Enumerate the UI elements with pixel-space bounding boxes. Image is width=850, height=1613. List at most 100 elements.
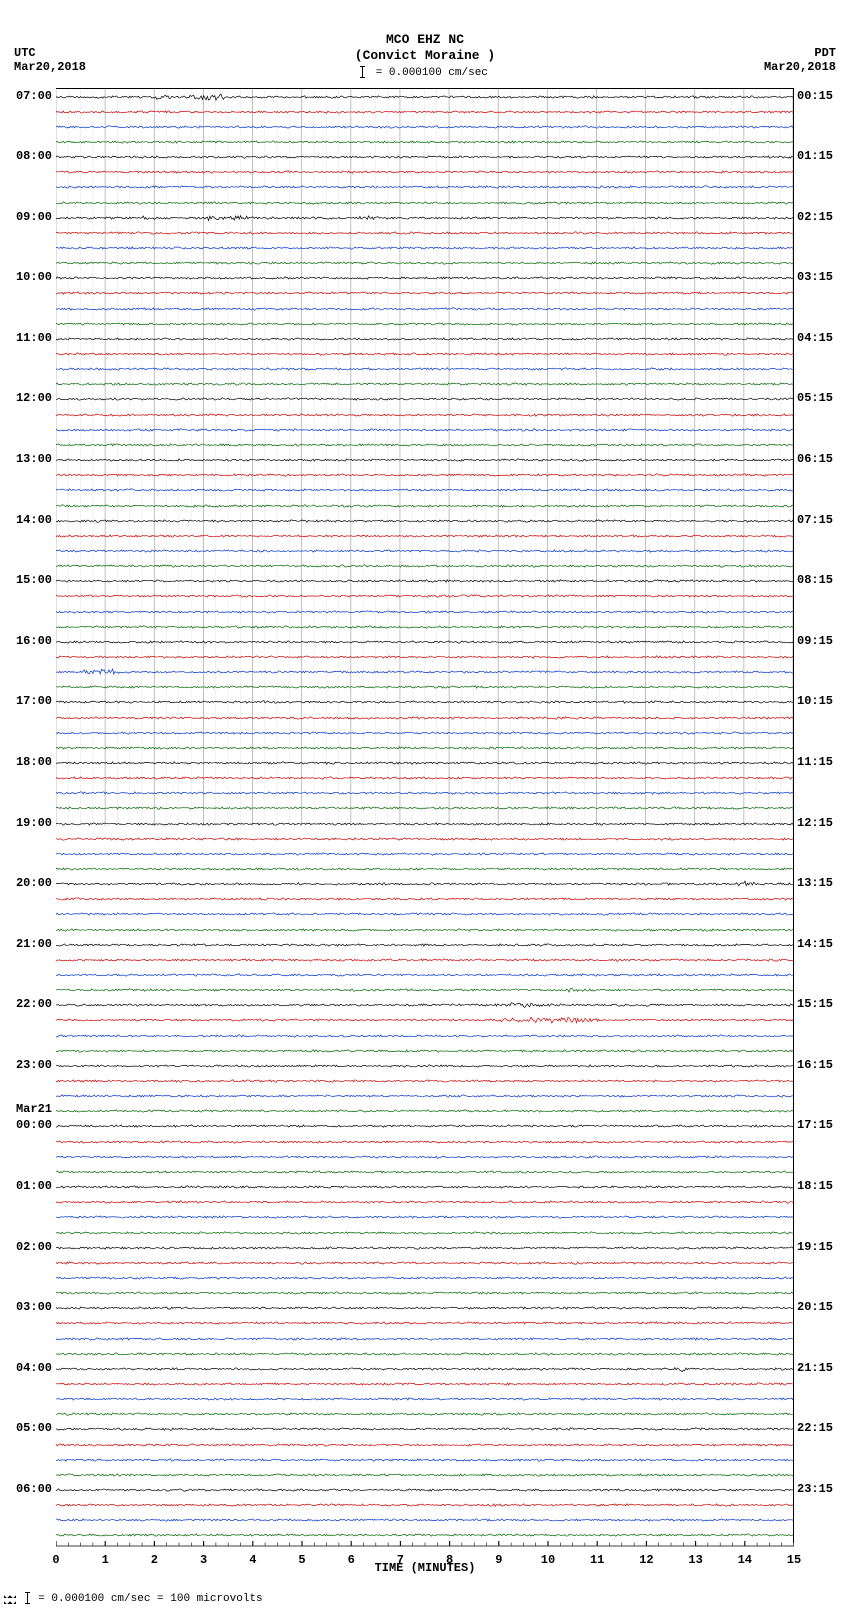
x-tick: 15 [787,1553,801,1567]
pdt-hour-label: 12:15 [793,816,833,830]
waveform [56,301,793,317]
utc-hour-label: 09:00 [16,210,56,224]
waveform [56,710,793,726]
waveform [56,195,793,211]
pdt-hour-label: 19:15 [793,1240,833,1254]
pdt-hour-label: 07:15 [793,513,833,527]
pdt-hour-label: 14:15 [793,937,833,951]
waveform [56,1406,793,1422]
utc-hour-label: 02:00 [16,1240,56,1254]
x-tick: 1 [102,1553,109,1567]
waveform [56,1058,793,1074]
waveform [56,376,793,392]
waveform [56,1209,793,1225]
pdt-hour-label: 10:15 [793,694,833,708]
seismogram-plot: 07:0000:1508:0001:1509:0002:1510:0003:15… [56,88,794,1543]
waveform [56,179,793,195]
x-tick: 13 [688,1553,702,1567]
x-tick: 10 [541,1553,555,1567]
x-tick: 12 [639,1553,653,1567]
waveform [56,634,793,650]
waveform [56,1179,793,1195]
waveform [56,1240,793,1256]
station-line: MCO EHZ NC [0,32,850,48]
waveform [56,1331,793,1347]
pdt-hour-label: 13:15 [793,876,833,890]
waveform [56,982,793,998]
waveform [56,1361,793,1377]
waveform [56,391,793,407]
utc-hour-label: 08:00 [16,149,56,163]
waveform [56,422,793,438]
waveform [56,513,793,529]
waveform [56,1255,793,1271]
checker-icon [4,1592,16,1604]
waveform [56,104,793,120]
waveform [56,1285,793,1301]
pdt-hour-label: 18:15 [793,1179,833,1193]
waveform [56,1315,793,1331]
x-axis: TIME (MINUTES) 0123456789101112131415 [56,1547,794,1575]
waveform [56,937,793,953]
waveform [56,604,793,620]
timezone-right: PDT [814,46,836,60]
day-break-label: Mar21 [16,1102,56,1116]
waveform [56,1346,793,1362]
timezone-left: UTC [14,46,36,60]
waveform [56,816,793,832]
utc-hour-label: 19:00 [16,816,56,830]
waveform [56,906,793,922]
waveform [56,800,793,816]
waveform [56,679,793,695]
waveform [56,588,793,604]
utc-hour-label: 01:00 [16,1179,56,1193]
utc-hour-label: 11:00 [16,331,56,345]
waveform [56,1270,793,1286]
utc-hour-label: 04:00 [16,1361,56,1375]
pdt-hour-label: 17:15 [793,1118,833,1132]
waveform [56,952,793,968]
utc-hour-label: 06:00 [16,1482,56,1496]
waveform [56,1376,793,1392]
x-tick: 14 [738,1553,752,1567]
waveform [56,285,793,301]
pdt-hour-label: 16:15 [793,1058,833,1072]
x-tick: 2 [151,1553,158,1567]
pdt-hour-label: 23:15 [793,1482,833,1496]
waveform [56,1225,793,1241]
utc-hour-label: 23:00 [16,1058,56,1072]
waveform [56,649,793,665]
waveform [56,1028,793,1044]
pdt-hour-label: 08:15 [793,573,833,587]
waveform [56,694,793,710]
waveform [56,346,793,362]
waveform [56,528,793,544]
waveform [56,452,793,468]
waveform [56,467,793,483]
waveform [56,134,793,150]
waveform [56,1194,793,1210]
waveform [56,407,793,423]
utc-hour-label: 05:00 [16,1421,56,1435]
waveform [56,255,793,271]
pdt-hour-label: 15:15 [793,997,833,1011]
waveform [56,1043,793,1059]
waveform [56,331,793,347]
waveform [56,210,793,226]
waveform [56,1421,793,1437]
scale-text: = 0.000100 cm/sec [376,67,488,79]
waveform [56,164,793,180]
scale-bar-icon [362,66,363,78]
waveform [56,543,793,559]
utc-hour-label: 16:00 [16,634,56,648]
waveform [56,1437,793,1453]
utc-hour-label: 18:00 [16,755,56,769]
pdt-hour-label: 04:15 [793,331,833,345]
waveform [56,149,793,165]
waveform [56,997,793,1013]
waveform [56,755,793,771]
waveform [56,482,793,498]
waveform [56,1073,793,1089]
waveform [56,846,793,862]
station-name: (Convict Moraine ) [0,48,850,64]
